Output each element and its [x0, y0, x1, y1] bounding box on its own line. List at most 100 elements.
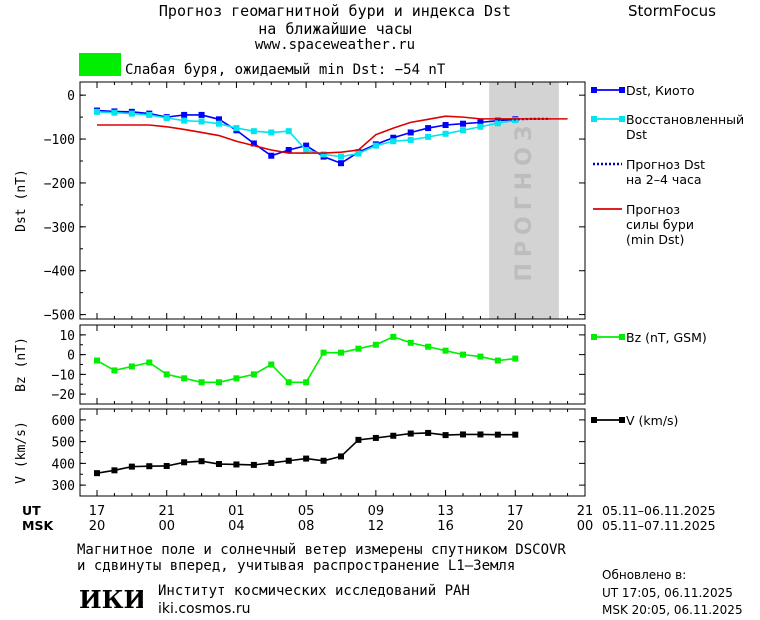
data-point: [460, 431, 466, 438]
panel-frame-bz: [79, 324, 586, 405]
msk-axis-label: MSK: [22, 518, 54, 533]
data-point: [216, 379, 222, 386]
data-point: [268, 129, 275, 136]
site-url[interactable]: www.spaceweather.ru: [254, 37, 416, 53]
data-point: [198, 111, 205, 118]
data-point: [494, 431, 501, 438]
x-tick-label-msk: 12: [368, 519, 385, 534]
legend-dst-kyoto: Dst, Киото: [591, 83, 695, 98]
y-tick-label-bz: 0: [67, 349, 75, 364]
y-tick-label-dst: −100: [44, 133, 75, 148]
data-point: [163, 462, 170, 469]
data-point: [442, 122, 449, 129]
x-tick-label-msk: 20: [507, 519, 524, 534]
data-point: [407, 339, 414, 346]
data-point: [407, 136, 414, 143]
data-point: [372, 142, 379, 149]
data-point: [477, 353, 484, 360]
x-tick-label-msk: 00: [158, 519, 175, 534]
data-point: [320, 349, 327, 356]
data-point: [442, 130, 449, 137]
data-point: [163, 114, 170, 121]
data-point: [250, 128, 257, 135]
ut-axis-label: UT: [22, 503, 41, 518]
legend-label: Bz (nT, GSM): [626, 330, 707, 345]
legend-marker: [619, 87, 625, 93]
data-point: [268, 361, 275, 368]
y-tick-label-bz: −20: [52, 388, 75, 403]
y-tick-label-v: 600: [52, 414, 75, 429]
data-point: [94, 357, 100, 364]
y-tick-label-v: 300: [52, 479, 75, 494]
data-point: [216, 116, 222, 123]
y-tick-label-v: 400: [52, 457, 75, 472]
data-point: [285, 128, 292, 135]
data-point: [146, 463, 153, 470]
data-point: [494, 357, 501, 364]
data-point: [181, 375, 188, 382]
y-tick-label-dst: −300: [44, 221, 75, 236]
data-point: [146, 359, 153, 366]
legend-marker: [619, 417, 625, 423]
legend-label: V (km/s): [626, 413, 678, 428]
y-tick-label-bz: 10: [59, 329, 75, 344]
series-line-dst-3: [97, 115, 568, 154]
y-axis-label-dst: Dst (nT): [14, 169, 29, 232]
data-point: [111, 467, 118, 474]
data-point: [460, 351, 466, 358]
ut-date-range: 05.11–06.11.2025: [602, 503, 716, 518]
panel-frame-v: [79, 408, 586, 497]
data-point: [181, 111, 188, 118]
y-axis-label-bz: Bz (nT): [14, 337, 29, 392]
legend-marker: [619, 334, 625, 340]
data-point: [372, 341, 379, 348]
data-point: [285, 147, 292, 154]
msk-date-range: 05.11–07.11.2025: [602, 518, 716, 533]
data-point: [268, 152, 275, 159]
data-point: [216, 461, 222, 468]
data-point: [355, 436, 362, 443]
y-axis-label-v: V (km/s): [14, 421, 29, 484]
y-tick-label-dst: −200: [44, 177, 75, 192]
chart-title-line-1: Прогноз геомагнитной бури и индекса Dst: [158, 2, 512, 20]
brand-label: StormFocus: [628, 2, 716, 20]
data-point: [355, 345, 362, 352]
legend-label: Dst, Киото: [626, 83, 695, 98]
data-point: [320, 151, 327, 158]
data-point: [233, 461, 240, 468]
data-point: [94, 108, 100, 115]
x-tick-label-ut: 21: [577, 504, 594, 519]
data-point: [285, 379, 292, 386]
data-point: [338, 160, 344, 167]
data-point: [425, 343, 432, 350]
legend-label: на 2–4 часа: [626, 172, 702, 187]
data-point: [407, 430, 414, 437]
data-point: [198, 118, 205, 125]
updated-ut: UT 17:05, 06.11.2025: [602, 586, 733, 600]
data-point: [407, 129, 414, 136]
series-line-v-0: [96, 432, 516, 474]
data-point: [163, 371, 170, 378]
data-point: [285, 457, 292, 464]
data-point: [338, 349, 344, 356]
institute-url[interactable]: iki.cosmos.ru: [158, 601, 251, 617]
data-point: [390, 333, 397, 340]
legend-marker: [591, 417, 597, 423]
y-tick-label-dst: 0: [67, 89, 75, 104]
x-tick-label-ut: 21: [158, 504, 175, 519]
x-tick-label-msk: 00: [577, 519, 594, 534]
data-point: [146, 111, 153, 118]
logo-text: ИКИ: [79, 585, 143, 614]
data-point: [477, 431, 484, 438]
series-line-dst-0: [96, 109, 516, 165]
data-point: [181, 117, 188, 124]
x-tick-label-msk: 08: [298, 519, 315, 534]
data-point: [338, 453, 344, 460]
data-point: [216, 120, 222, 127]
legend-label: силы бури: [626, 217, 694, 232]
x-tick-label-msk: 04: [228, 519, 245, 534]
y-tick-label-dst: −500: [44, 309, 75, 324]
data-point: [425, 125, 432, 132]
legend-marker: [591, 334, 597, 340]
